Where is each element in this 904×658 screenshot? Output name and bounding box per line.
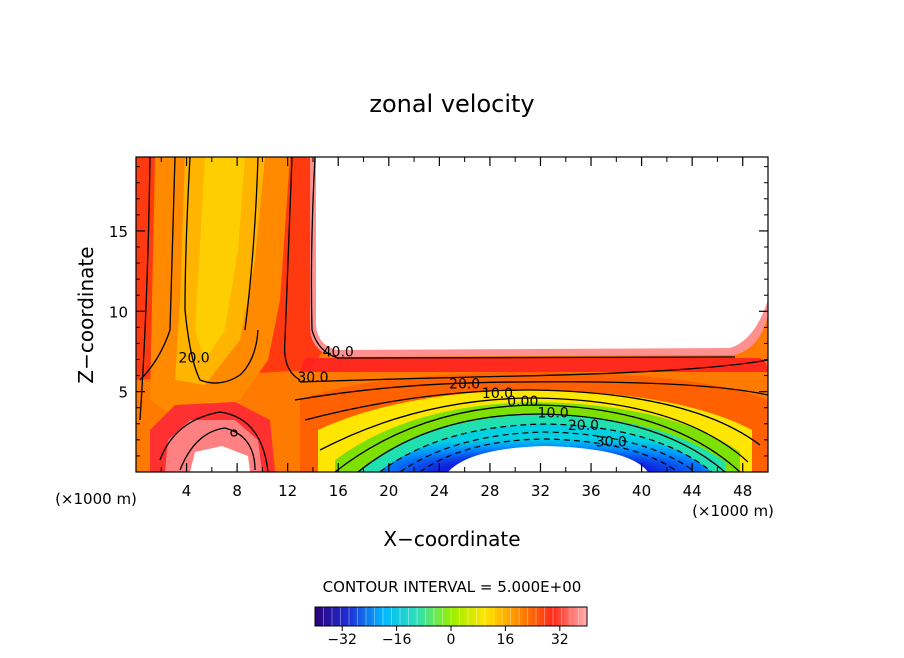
negative-cell-core <box>448 446 648 472</box>
contour-line <box>179 427 256 471</box>
contour-label: 30.0 <box>297 370 328 386</box>
negative-contour-lines <box>379 423 713 472</box>
colorbar: −32 −16 0 16 32 <box>314 606 588 648</box>
x-tick-label: 44 <box>683 482 702 500</box>
x-tick-label: 16 <box>329 482 348 500</box>
chart-title: zonal velocity <box>369 90 534 118</box>
y-axis-label: Z−coordinate <box>74 246 98 383</box>
x-tick-label: 20 <box>379 482 398 500</box>
colorbar-gradient <box>315 607 587 626</box>
x-tick-label: 24 <box>430 482 449 500</box>
contour-line <box>139 157 176 381</box>
x-axis: 4 8 12 16 20 24 28 32 36 40 44 48 <box>160 157 752 500</box>
x-tick-label: 48 <box>733 482 752 500</box>
contour-field <box>136 157 768 472</box>
colorbar-tick-label: 0 <box>447 632 456 648</box>
contour-label: 10.0 <box>538 405 569 421</box>
colorbar-ticks: −32 −16 0 16 32 <box>327 626 569 648</box>
contour-line <box>357 413 726 472</box>
x-tick-label: 4 <box>182 482 192 500</box>
y-tick-label: 5 <box>118 384 128 402</box>
contour-line <box>159 411 269 472</box>
contour-line <box>399 431 696 472</box>
contour-label: 40.0 <box>323 344 354 360</box>
contour-line <box>379 423 713 472</box>
colorbar-stripes <box>314 607 588 626</box>
contour-lines <box>139 157 768 472</box>
left-jet-gold <box>195 157 245 360</box>
contour-line <box>184 157 259 384</box>
contour-label: 30.0 <box>596 434 627 450</box>
x-axis-label: X−coordinate <box>383 527 520 551</box>
x-tick-label: 28 <box>480 482 499 500</box>
colorbar-tick-label: 16 <box>496 632 514 648</box>
void-margin <box>300 358 768 372</box>
contour-label: 20.0 <box>449 376 480 392</box>
contour-line <box>419 438 679 472</box>
y-axis: 5 10 15 <box>109 166 768 457</box>
contour-line <box>299 359 768 383</box>
contour-line <box>139 157 151 421</box>
contour-label: 0.00 <box>507 394 538 410</box>
contour-label: 20.0 <box>179 351 210 367</box>
colorbar-tick-label: −32 <box>327 632 357 648</box>
contour-line <box>310 157 736 359</box>
contour-line <box>319 397 749 463</box>
contour-line <box>283 157 301 381</box>
y-tick-label: 15 <box>109 223 128 241</box>
x-unit-right: (×1000 m) <box>692 502 774 520</box>
contour-label: 10.0 <box>482 386 513 402</box>
contour-line <box>244 157 259 331</box>
upper-right-void-white <box>316 157 768 350</box>
contour-line <box>334 404 741 472</box>
plot-frame <box>135 156 769 473</box>
x-tick-label: 8 <box>232 482 242 500</box>
contour-line <box>230 429 238 437</box>
x-tick-label: 12 <box>278 482 297 500</box>
x-unit-left: (×1000 m) <box>55 490 137 508</box>
y-tick-label: 10 <box>109 303 128 321</box>
contour-label: 20.0 <box>568 418 599 434</box>
x-tick-label: 32 <box>531 482 550 500</box>
colorbar-tick-label: 32 <box>551 632 569 648</box>
contour-interval-text: CONTOUR INTERVAL = 5.000E+00 <box>323 578 582 596</box>
contour-line <box>304 389 761 446</box>
x-tick-label: 40 <box>632 482 651 500</box>
lower-left-pocket-white <box>190 446 250 472</box>
x-tick-label: 36 <box>581 482 600 500</box>
contour-line <box>294 381 768 401</box>
colorbar-tick-label: −16 <box>382 632 412 648</box>
